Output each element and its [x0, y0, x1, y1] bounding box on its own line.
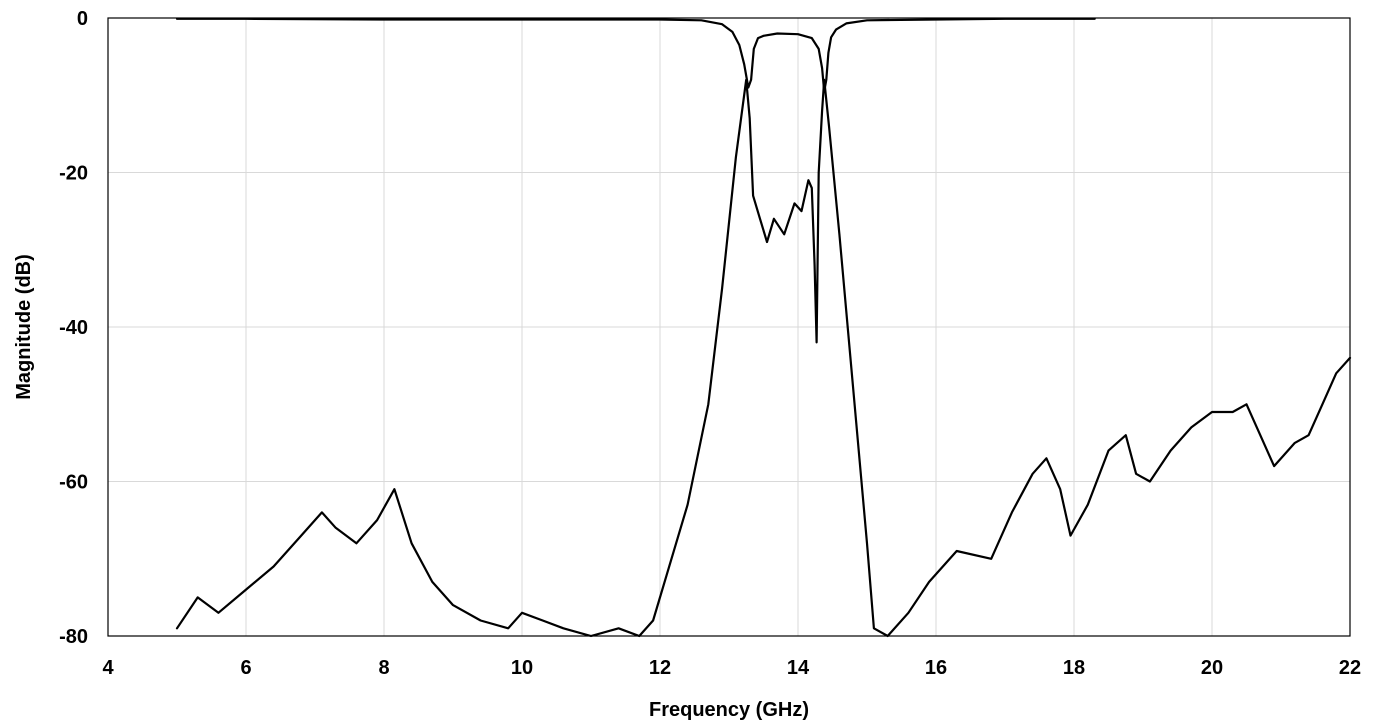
y-tick-label: -60 [59, 472, 88, 494]
y-axis-title: Magnitude (dB) [13, 254, 35, 400]
x-tick-label: 18 [1063, 657, 1085, 679]
x-axis-ticks: 4 6 8 10 12 14 16 18 20 22 [102, 657, 1361, 679]
series-1-line [175, 17, 1096, 93]
plot-area [107, 17, 1351, 637]
x-tick-label: 8 [378, 657, 389, 679]
x-tick-label: 6 [240, 657, 251, 679]
x-tick-label: 10 [511, 657, 533, 679]
x-tick-label: 14 [787, 657, 810, 679]
y-tick-label: -80 [59, 626, 88, 648]
x-tick-label: 20 [1201, 657, 1223, 679]
x-tick-label: 12 [649, 657, 671, 679]
x-axis-title: Frequency (GHz) [649, 699, 809, 721]
x-tick-label: 16 [925, 657, 947, 679]
series-2-line [175, 78, 1352, 638]
y-axis-ticks: 0 -20 -40 -60 -80 [59, 8, 88, 648]
series-layer [175, 17, 1352, 638]
x-tick-label: 4 [102, 657, 114, 679]
y-tick-label: -20 [59, 163, 88, 185]
grid [108, 18, 1350, 636]
y-tick-label: 0 [77, 8, 88, 30]
x-tick-label: 22 [1339, 657, 1361, 679]
y-tick-label: -40 [59, 317, 88, 339]
